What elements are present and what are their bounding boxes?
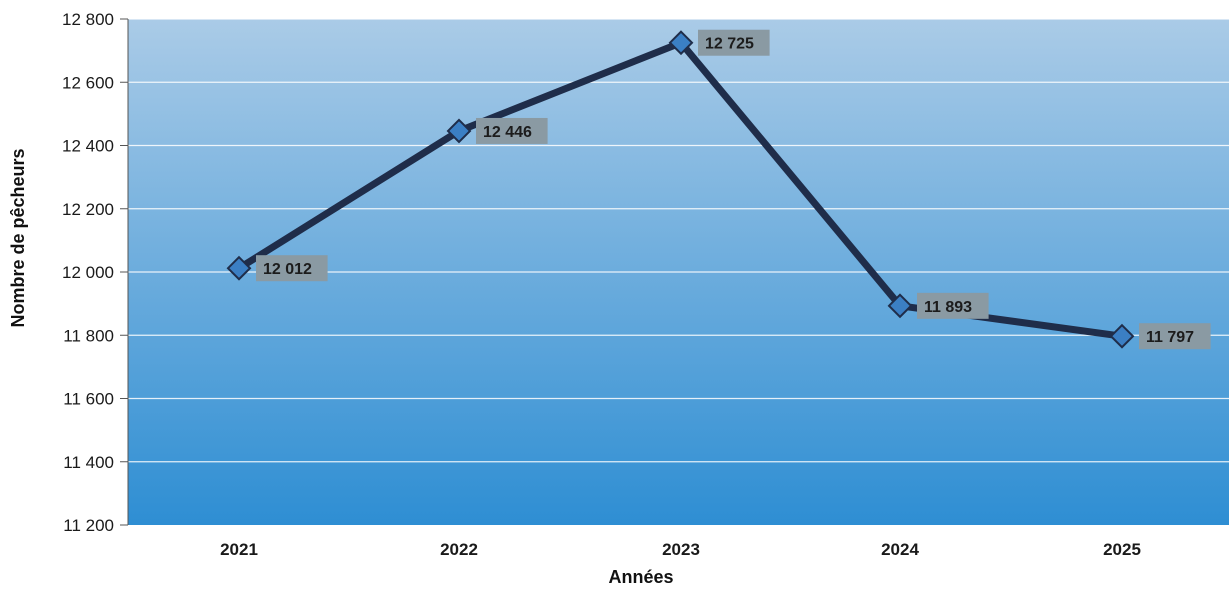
data-markers bbox=[226, 30, 1135, 349]
x-tick-label: 2021 bbox=[220, 540, 258, 559]
y-tick-label: 11 600 bbox=[63, 390, 114, 409]
y-tick-label: 11 400 bbox=[63, 453, 114, 472]
data-marker bbox=[668, 30, 694, 56]
data-label-box bbox=[256, 255, 328, 282]
x-axis-title: Années bbox=[608, 567, 673, 587]
y-tick-label: 12 600 bbox=[62, 73, 114, 92]
data-marker bbox=[446, 118, 472, 144]
y-tick-label: 12 200 bbox=[62, 200, 114, 219]
y-tick-label: 11 200 bbox=[63, 516, 114, 535]
data-labels: 12 012 12 446 12 725 11 893 11 797 bbox=[256, 29, 1211, 350]
data-label: 11 893 bbox=[924, 299, 972, 316]
y-tick-label: 11 800 bbox=[63, 326, 114, 345]
x-tick-label: 2024 bbox=[881, 540, 919, 559]
data-marker bbox=[1109, 323, 1135, 349]
data-label: 12 446 bbox=[483, 124, 532, 141]
data-label-box bbox=[698, 29, 770, 56]
data-label-box bbox=[917, 292, 989, 319]
x-tick-label: 2022 bbox=[440, 540, 478, 559]
data-label-box bbox=[1139, 323, 1211, 350]
y-tick-label: 12 800 bbox=[62, 10, 114, 29]
y-axis-title: Nombre de pêcheurs bbox=[8, 148, 28, 327]
data-marker bbox=[887, 293, 913, 319]
data-label: 11 797 bbox=[1146, 329, 1194, 346]
data-label: 12 012 bbox=[263, 261, 312, 278]
x-axis-ticks: 2021 2022 2023 2024 2025 bbox=[220, 540, 1141, 559]
data-label: 12 725 bbox=[705, 36, 754, 53]
y-axis-ticks: 11 200 11 400 11 600 11 800 12 000 12 200 12 4… bbox=[62, 10, 129, 535]
x-tick-label: 2023 bbox=[662, 540, 700, 559]
y-tick-label: 12 400 bbox=[62, 137, 114, 156]
data-label-box bbox=[476, 117, 548, 144]
y-tick-label: 12 000 bbox=[62, 263, 114, 282]
x-tick-label: 2025 bbox=[1103, 540, 1141, 559]
data-marker bbox=[226, 255, 252, 281]
